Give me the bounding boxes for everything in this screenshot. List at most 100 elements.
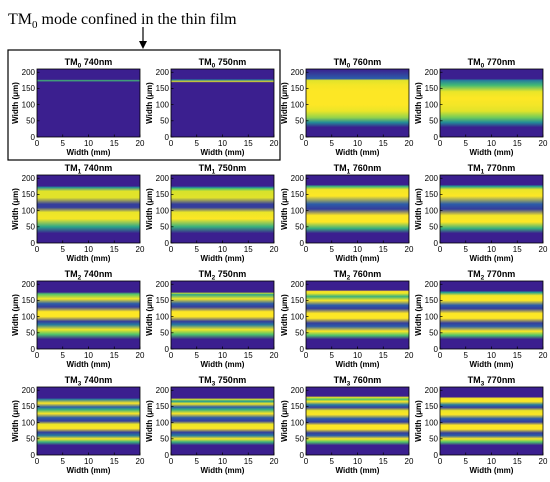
- y-tick-label: 0: [165, 451, 170, 460]
- y-tick-label: 200: [156, 386, 170, 395]
- x-axis-label: Width (mm): [67, 360, 111, 369]
- y-tick-label: 0: [31, 345, 36, 354]
- y-tick-label: 0: [434, 451, 439, 460]
- x-tick-label: 20: [405, 457, 414, 466]
- pointer-arrow-head: [139, 41, 147, 49]
- x-tick-label: 5: [330, 139, 335, 148]
- x-tick-label: 15: [110, 457, 119, 466]
- y-tick-label: 50: [160, 223, 169, 232]
- y-tick-label: 150: [291, 84, 305, 93]
- y-tick-label: 150: [291, 402, 305, 411]
- y-axis-label: Width (μm): [11, 294, 20, 336]
- heatmap-image: [440, 281, 543, 349]
- x-axis-label: Width (mm): [201, 466, 245, 475]
- panel-title: TM0 760nm: [334, 57, 382, 70]
- y-axis-label: Width (μm): [280, 188, 289, 230]
- headline-text: TM0 mode confined in the thin film: [8, 11, 237, 31]
- panel-tm2-770nm: TM2 770nm 0 50 100 150 200 0 5 10 15 20 Width (mm) W…: [414, 269, 548, 369]
- y-tick-label: 200: [291, 280, 305, 289]
- x-axis-label: Width (mm): [470, 254, 514, 263]
- y-tick-label: 50: [26, 435, 35, 444]
- x-tick-label: 5: [61, 457, 66, 466]
- x-tick-label: 0: [35, 457, 40, 466]
- y-tick-label: 150: [291, 190, 305, 199]
- y-tick-label: 50: [295, 223, 304, 232]
- y-tick-label: 100: [156, 100, 170, 109]
- y-tick-label: 50: [160, 329, 169, 338]
- x-tick-label: 15: [379, 245, 388, 254]
- panel-tm1-740nm: TM1 740nm 0 50 100 150 200 0 5 10 15 20 Width (mm) W…: [11, 163, 145, 263]
- x-axis-label: Width (mm): [336, 466, 380, 475]
- x-tick-label: 5: [61, 245, 66, 254]
- x-tick-label: 10: [218, 457, 227, 466]
- x-axis-label: Width (mm): [336, 148, 380, 157]
- y-tick-label: 100: [425, 100, 439, 109]
- y-tick-label: 100: [425, 418, 439, 427]
- y-tick-label: 200: [425, 386, 439, 395]
- x-tick-label: 0: [438, 457, 443, 466]
- y-tick-label: 50: [429, 223, 438, 232]
- x-tick-label: 10: [487, 457, 496, 466]
- panel-title: TM3 770nm: [468, 375, 516, 388]
- x-tick-label: 0: [304, 245, 309, 254]
- y-tick-label: 100: [156, 312, 170, 321]
- x-tick-label: 5: [195, 245, 200, 254]
- x-tick-label: 15: [379, 351, 388, 360]
- y-tick-label: 100: [22, 206, 36, 215]
- x-tick-label: 20: [405, 139, 414, 148]
- y-tick-label: 50: [295, 435, 304, 444]
- y-tick-label: 200: [291, 68, 305, 77]
- panel-tm0-750nm: TM0 750nm 0 50 100 150 200 0 5 10 15 20 Width (mm) W…: [145, 57, 279, 157]
- panel-tm3-770nm: TM3 770nm 0 50 100 150 200 0 5 10 15 20 Width (mm) W…: [414, 375, 548, 475]
- x-tick-label: 0: [35, 351, 40, 360]
- x-tick-label: 15: [244, 139, 253, 148]
- y-tick-label: 200: [425, 68, 439, 77]
- x-tick-label: 20: [405, 245, 414, 254]
- x-tick-label: 0: [438, 351, 443, 360]
- x-tick-label: 10: [353, 245, 362, 254]
- y-tick-label: 50: [429, 117, 438, 126]
- panel-title: TM3 740nm: [65, 375, 113, 388]
- x-tick-label: 5: [330, 457, 335, 466]
- heatmap-image: [37, 69, 140, 137]
- x-tick-label: 10: [218, 245, 227, 254]
- y-tick-label: 150: [425, 296, 439, 305]
- x-tick-label: 0: [35, 245, 40, 254]
- x-tick-label: 5: [464, 351, 469, 360]
- y-tick-label: 100: [291, 100, 305, 109]
- panel-tm2-740nm: TM2 740nm 0 50 100 150 200 0 5 10 15 20 Width (mm) W…: [11, 269, 145, 369]
- x-tick-label: 10: [487, 139, 496, 148]
- y-tick-label: 100: [22, 100, 36, 109]
- x-tick-label: 20: [270, 245, 279, 254]
- x-tick-label: 15: [244, 245, 253, 254]
- x-axis-label: Width (mm): [201, 148, 245, 157]
- x-tick-label: 10: [84, 139, 93, 148]
- x-tick-label: 10: [218, 139, 227, 148]
- y-tick-label: 150: [156, 296, 170, 305]
- y-tick-label: 150: [156, 402, 170, 411]
- y-tick-label: 0: [300, 239, 305, 248]
- x-axis-label: Width (mm): [470, 360, 514, 369]
- x-tick-label: 5: [464, 457, 469, 466]
- panel-title: TM1 760nm: [334, 163, 382, 176]
- x-axis-label: Width (mm): [201, 360, 245, 369]
- x-tick-label: 20: [136, 139, 145, 148]
- y-tick-label: 0: [300, 133, 305, 142]
- x-axis-label: Width (mm): [67, 466, 111, 475]
- y-tick-label: 0: [434, 239, 439, 248]
- y-tick-label: 0: [434, 345, 439, 354]
- y-tick-label: 100: [22, 418, 36, 427]
- x-tick-label: 15: [513, 457, 522, 466]
- y-tick-label: 100: [22, 312, 36, 321]
- y-tick-label: 0: [165, 239, 170, 248]
- y-tick-label: 100: [291, 206, 305, 215]
- y-tick-label: 0: [31, 451, 36, 460]
- panel-title: TM2 760nm: [334, 269, 382, 282]
- x-axis-label: Width (mm): [470, 148, 514, 157]
- y-tick-label: 200: [22, 68, 36, 77]
- y-axis-label: Width (μm): [11, 82, 20, 124]
- y-tick-label: 0: [434, 133, 439, 142]
- heatmap-image: [171, 69, 274, 137]
- y-axis-label: Width (μm): [414, 188, 423, 230]
- x-tick-label: 15: [110, 351, 119, 360]
